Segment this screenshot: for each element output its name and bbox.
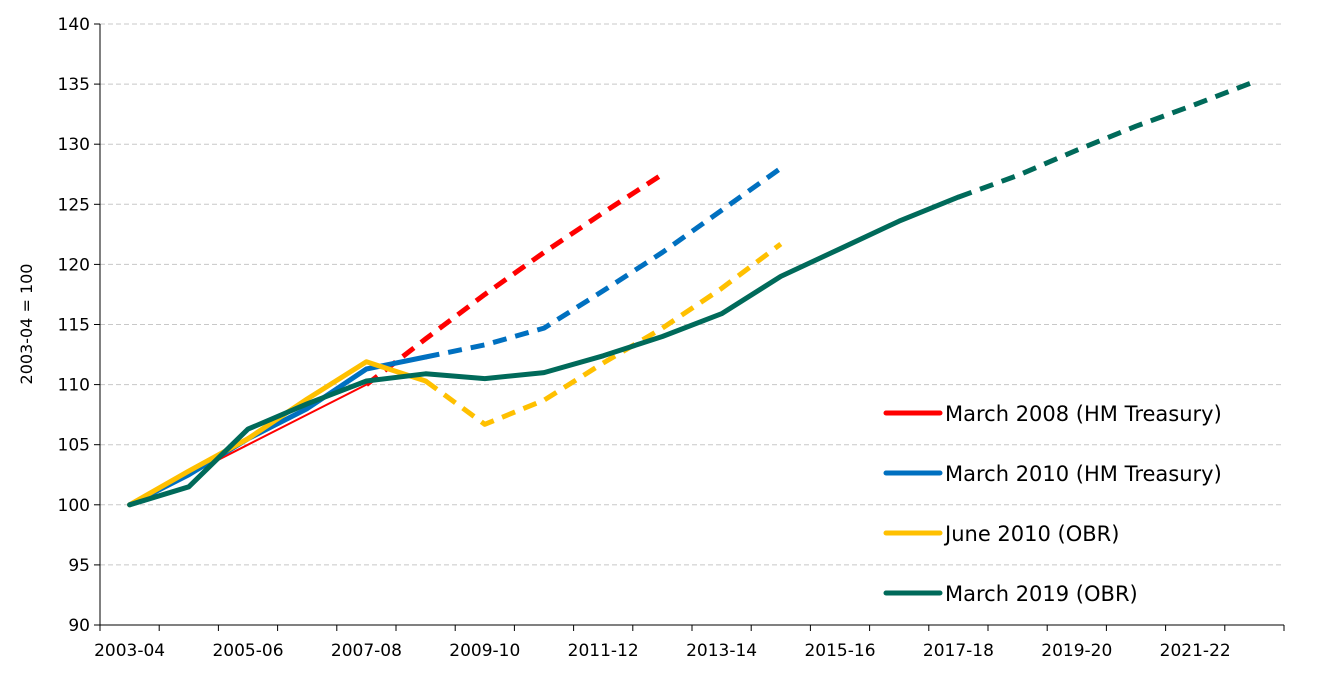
series-line-forecast <box>425 166 783 360</box>
y-tick-label: 110 <box>58 376 90 396</box>
series-line-outturn <box>127 194 961 508</box>
y-tick-label: 90 <box>68 616 90 636</box>
legend: March 2008 (HM Treasury) March 2010 (HM T… <box>883 402 1222 606</box>
plot-area <box>127 79 1256 508</box>
x-tick-label: 2017-18 <box>923 641 994 661</box>
legend-label: March 2019 (OBR) <box>945 582 1138 606</box>
y-tick-label: 115 <box>58 316 90 336</box>
y-tick-label: 135 <box>58 75 90 95</box>
x-tick-label: 2011-12 <box>568 641 639 661</box>
y-tick-label: 100 <box>58 496 90 516</box>
x-tick-label: 2021-22 <box>1160 641 1231 661</box>
axes: 90 95 100 105 110 115 120 125 130 135 140 2003-04 20… <box>58 15 1285 661</box>
legend-label: March 2008 (HM Treasury) <box>945 402 1222 426</box>
legend-item: March 2010 (HM Treasury) <box>883 462 1222 486</box>
y-axis-title: 2003-04 = 100 <box>17 264 36 385</box>
x-tick-label: 2005-06 <box>212 641 283 661</box>
y-tick-label: 130 <box>58 135 90 155</box>
y-tick-label: 105 <box>58 436 90 456</box>
series-line-forecast <box>957 79 1256 200</box>
y-tick-label: 140 <box>58 15 90 35</box>
y-tick-label: 95 <box>68 556 90 576</box>
x-tick-label: 2013-14 <box>686 641 757 661</box>
series-line-forecast <box>424 242 783 427</box>
legend-item: March 2008 (HM Treasury) <box>883 402 1222 426</box>
x-tick-label: 2019-20 <box>1041 641 1112 661</box>
legend-item: March 2019 (OBR) <box>883 582 1138 606</box>
x-tick-label: 2009-10 <box>449 641 520 661</box>
series-line-forecast <box>364 172 664 387</box>
legend-label: June 2010 (OBR) <box>943 522 1119 546</box>
x-tick-label: 2003-04 <box>94 641 165 661</box>
legend-label: March 2010 (HM Treasury) <box>945 462 1222 486</box>
y-tick-label: 125 <box>58 195 90 215</box>
x-tick-label: 2015-16 <box>804 641 875 661</box>
y-tick-label: 120 <box>58 255 90 275</box>
x-tick-label: 2007-08 <box>331 641 402 661</box>
legend-item: June 2010 (OBR) <box>883 522 1119 546</box>
